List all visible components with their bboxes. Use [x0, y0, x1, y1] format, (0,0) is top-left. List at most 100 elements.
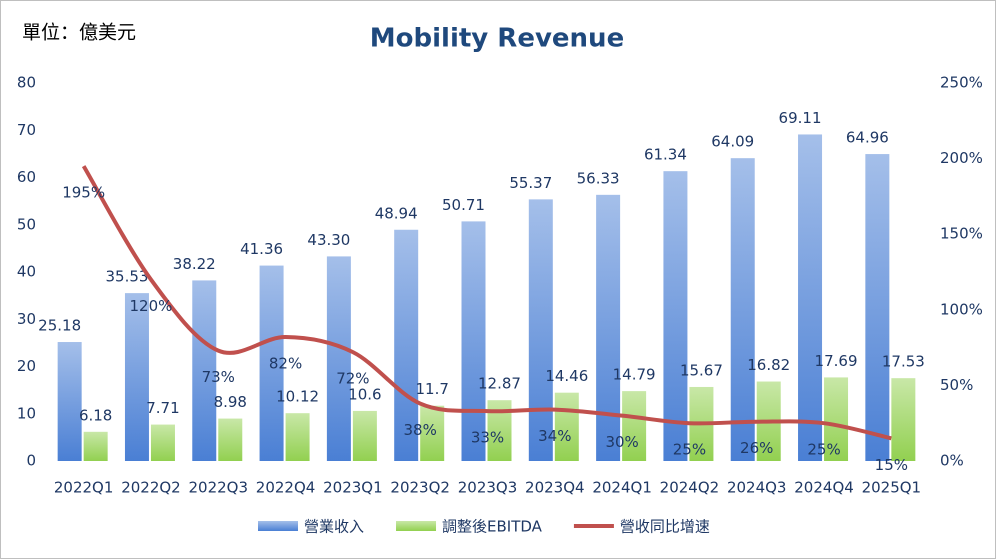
- data-label: 38.22: [173, 255, 216, 273]
- data-label: 43.30: [307, 231, 350, 249]
- chart-title: Mobility Revenue: [370, 24, 624, 54]
- line-label: 15%: [875, 456, 908, 474]
- data-label: 69.11: [779, 109, 822, 127]
- data-label: 14.79: [613, 366, 656, 384]
- bar: [554, 392, 579, 461]
- line-label: 25%: [807, 441, 840, 459]
- bar: [528, 199, 553, 461]
- y-tick-label: 0: [26, 452, 36, 470]
- x-tick-label: 2024Q4: [794, 479, 854, 497]
- data-label: 7.71: [146, 399, 179, 417]
- bar: [798, 134, 823, 461]
- bar: [218, 418, 243, 461]
- bar: [259, 265, 284, 461]
- line-label: 73%: [202, 368, 235, 386]
- y2-tick-label: 250%: [940, 74, 983, 92]
- x-tick-label: 2023Q1: [323, 479, 383, 497]
- y-tick-label: 70: [17, 121, 36, 139]
- data-label: 61.34: [644, 146, 687, 164]
- bar: [394, 229, 419, 461]
- bar: [420, 405, 445, 461]
- y2-tick-label: 200%: [940, 149, 983, 167]
- y-tick-label: 40: [17, 263, 36, 281]
- legend-label: 調整後EBITDA: [442, 518, 543, 536]
- data-label: 10.6: [348, 385, 381, 403]
- bar: [865, 154, 890, 461]
- data-label: 6.18: [79, 406, 112, 424]
- x-tick-label: 2022Q1: [54, 479, 114, 497]
- data-label: 64.96: [846, 129, 889, 147]
- x-tick-label: 2022Q3: [189, 479, 249, 497]
- line: [81, 165, 892, 441]
- x-tick-label: 2023Q3: [458, 479, 518, 497]
- line-label: 33%: [471, 429, 504, 447]
- line-label: 120%: [130, 297, 173, 315]
- line-label: 34%: [538, 427, 571, 445]
- bar: [352, 410, 377, 461]
- data-label: 48.94: [375, 204, 418, 222]
- x-tick-label: 2024Q2: [660, 479, 720, 497]
- y2-tick-label: 100%: [940, 300, 983, 318]
- data-label: 16.82: [747, 356, 790, 374]
- bar: [824, 377, 849, 461]
- legend-label: 營業收入: [304, 518, 364, 536]
- data-label: 35.53: [105, 268, 148, 286]
- data-label: 15.67: [680, 361, 723, 379]
- bar: [891, 378, 916, 461]
- bar: [124, 293, 149, 461]
- x-tick-label: 2022Q2: [121, 479, 181, 497]
- y-tick-label: 80: [17, 74, 36, 92]
- data-label: 10.12: [276, 388, 319, 406]
- data-label: 56.33: [577, 169, 620, 187]
- data-label: 14.46: [545, 367, 588, 385]
- y-tick-label: 20: [17, 357, 36, 375]
- data-label: 11.7: [415, 380, 448, 398]
- line-label: 38%: [404, 421, 437, 439]
- bar: [285, 413, 310, 461]
- x-tick-label: 2025Q1: [862, 479, 922, 497]
- y2-tick-label: 50%: [940, 376, 973, 394]
- bar: [83, 431, 108, 461]
- bar: [57, 342, 82, 461]
- line-label: 30%: [605, 433, 638, 451]
- y-tick-label: 10: [17, 404, 36, 422]
- y-tick-label: 30: [17, 310, 36, 328]
- bar: [150, 424, 175, 461]
- data-label: 12.87: [478, 375, 521, 393]
- data-label: 17.53: [882, 353, 925, 371]
- y-tick-label: 60: [17, 168, 36, 186]
- x-tick-label: 2024Q1: [592, 479, 652, 497]
- x-tick-label: 2023Q4: [525, 479, 585, 497]
- bar: [326, 256, 351, 461]
- line-label: 25%: [673, 441, 706, 459]
- bar: [192, 280, 217, 461]
- line-label: 195%: [62, 184, 105, 202]
- legend-swatch: [258, 521, 298, 531]
- y2-tick-label: 150%: [940, 225, 983, 243]
- bar: [596, 194, 621, 461]
- x-tick-label: 2023Q2: [390, 479, 450, 497]
- data-label: 8.98: [214, 393, 247, 411]
- x-tick-label: 2024Q3: [727, 479, 787, 497]
- x-tick-label: 2022Q4: [256, 479, 316, 497]
- bar: [622, 391, 647, 461]
- data-label: 55.37: [509, 174, 552, 192]
- line-label: 82%: [269, 355, 302, 373]
- line-label: 26%: [740, 439, 773, 457]
- y-tick-label: 50: [17, 215, 36, 233]
- data-label: 50.71: [442, 196, 485, 214]
- line-label: 72%: [336, 370, 369, 388]
- bar: [663, 171, 688, 461]
- unit-label: 單位：億美元: [22, 22, 136, 44]
- data-label: 64.09: [711, 133, 754, 151]
- data-label: 41.36: [240, 240, 283, 258]
- y2-tick-label: 0%: [940, 452, 964, 470]
- bar: [461, 221, 486, 461]
- legend-swatch: [396, 521, 437, 531]
- legend-label: 營收同比增速: [620, 518, 710, 536]
- bar: [730, 158, 755, 461]
- data-label: 25.18: [38, 317, 81, 335]
- data-label: 17.69: [815, 352, 858, 370]
